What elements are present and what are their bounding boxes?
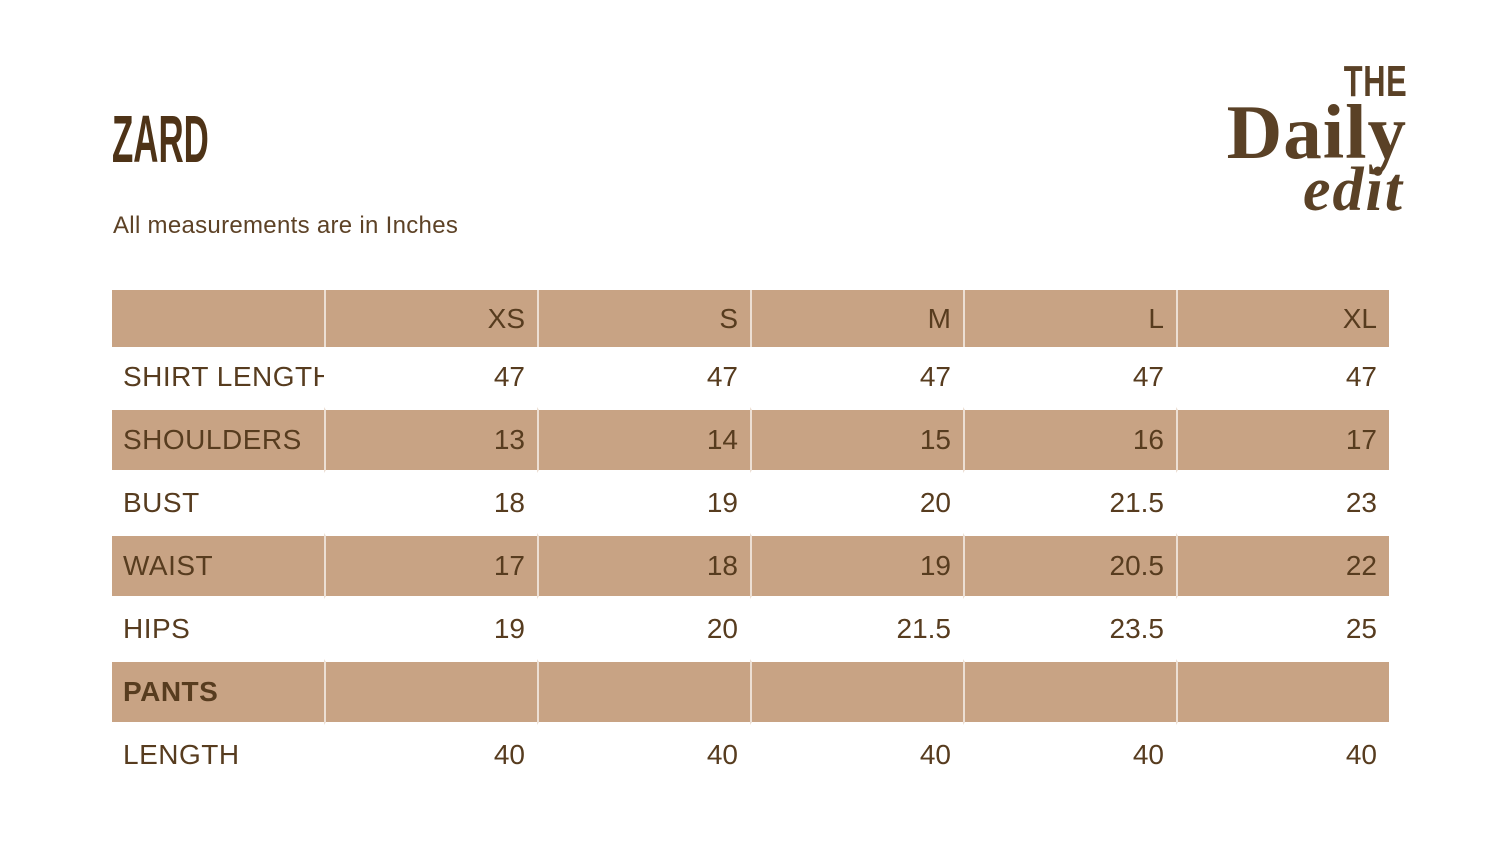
daily-edit-logo: THE Daily edit <box>1226 57 1407 224</box>
table-row-bust: BUST 18 19 20 21.5 23 <box>112 473 1389 533</box>
value-cell: 25 <box>1345 613 1377 644</box>
value-cell: 40 <box>1345 739 1377 770</box>
value-cell: 13 <box>324 407 537 473</box>
measurement-label: SHOULDERS <box>112 407 324 473</box>
value-cell: 22 <box>1176 533 1389 599</box>
value-cell: 23 <box>1345 487 1377 518</box>
measurement-label: LENGTH <box>123 739 240 770</box>
table-row-waist: WAIST 17 18 19 20.5 22 <box>112 533 1389 599</box>
table-row-hips: HIPS 19 20 21.5 23.5 25 <box>112 599 1389 659</box>
value-cell: 20 <box>919 487 951 518</box>
value-cell: 40 <box>1132 739 1164 770</box>
value-cell: 47 <box>1345 361 1377 392</box>
value-cell: 20.5 <box>963 533 1176 599</box>
value-cell: 40 <box>919 739 951 770</box>
brand-name: ZARD <box>112 102 209 177</box>
value-cell: 19 <box>706 487 738 518</box>
measurement-label: HIPS <box>123 613 191 644</box>
value-cell: 19 <box>493 613 525 644</box>
logo-word-edit: edit <box>1303 156 1404 224</box>
value-cell: 18 <box>537 533 750 599</box>
value-cell: 40 <box>706 739 738 770</box>
size-header-xs: XS <box>324 290 537 347</box>
value-cell: 18 <box>493 487 525 518</box>
logo-word-the: THE <box>1343 57 1407 106</box>
value-cell: 15 <box>750 407 963 473</box>
size-header-s: S <box>537 290 750 347</box>
measurement-label: WAIST <box>112 533 324 599</box>
value-cell-empty <box>750 659 963 725</box>
value-cell-empty <box>963 659 1176 725</box>
measurement-units-note: All measurements are in Inches <box>113 212 459 239</box>
value-cell: 47 <box>493 361 525 392</box>
table-row-shirt-length: SHIRT LENGTH 47 47 47 47 47 <box>112 347 1389 407</box>
value-cell: 21.5 <box>896 613 952 644</box>
value-cell: 21.5 <box>1109 487 1165 518</box>
value-cell: 47 <box>706 361 738 392</box>
value-cell: 40 <box>493 739 525 770</box>
logo-word-daily: Daily <box>1226 89 1407 175</box>
section-label: PANTS <box>112 659 324 725</box>
size-header-xl: XL <box>1176 290 1389 347</box>
value-cell: 17 <box>324 533 537 599</box>
value-cell: 17 <box>1176 407 1389 473</box>
value-cell: 14 <box>537 407 750 473</box>
value-cell-empty <box>1176 659 1389 725</box>
measurement-label: BUST <box>123 487 200 518</box>
value-cell: 47 <box>1132 361 1164 392</box>
value-cell-empty <box>324 659 537 725</box>
value-cell: 16 <box>963 407 1176 473</box>
corner-cell <box>112 290 324 347</box>
value-cell: 20 <box>706 613 738 644</box>
measurement-label: SHIRT LENGTH <box>123 361 324 392</box>
table-row-length: LENGTH 40 40 40 40 40 <box>112 725 1389 785</box>
size-header-m: M <box>750 290 963 347</box>
size-header-row: XS S M L XL <box>112 290 1389 347</box>
value-cell: 23.5 <box>1109 613 1165 644</box>
size-chart-table: XS S M L XL SHIRT LENGTH 47 47 47 47 47 … <box>112 290 1389 785</box>
table-row-pants-section: PANTS <box>112 659 1389 725</box>
value-cell-empty <box>537 659 750 725</box>
table-row-shoulders: SHOULDERS 13 14 15 16 17 <box>112 407 1389 473</box>
value-cell: 47 <box>919 361 951 392</box>
value-cell: 19 <box>750 533 963 599</box>
size-header-l: L <box>963 290 1176 347</box>
